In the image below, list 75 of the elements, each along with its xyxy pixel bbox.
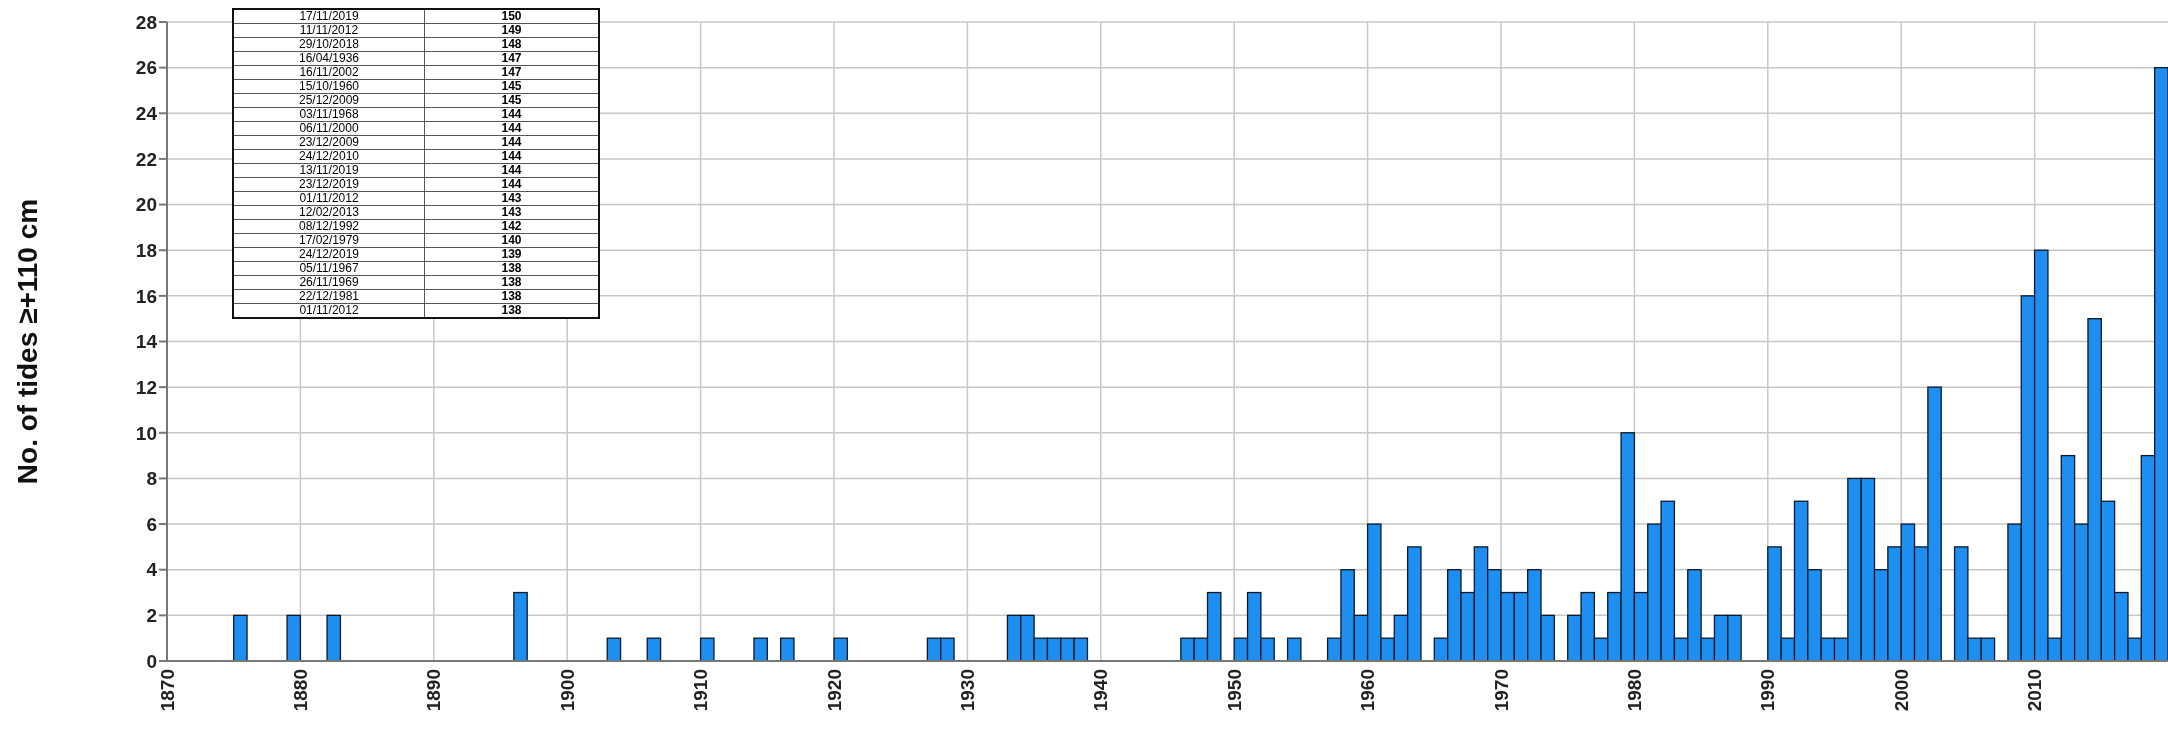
annotation: 16/04/1936	[233, 51, 425, 66]
annotation: 145	[424, 93, 599, 108]
annotation: 138	[424, 261, 599, 276]
annotation: 25/12/2009	[233, 93, 425, 108]
x-tick-label: 2000	[1890, 669, 1912, 712]
annotation: 139	[424, 247, 599, 262]
y-tick-label: 2	[146, 605, 157, 627]
y-tick-label: 16	[135, 285, 157, 307]
annotation: 138	[424, 289, 599, 304]
x-tick-label: 1980	[1623, 669, 1645, 712]
y-tick-label: 12	[135, 376, 157, 398]
y-tick-label: 8	[146, 468, 157, 490]
annotation: 03/11/1968	[233, 107, 425, 122]
annotation: 138	[424, 275, 599, 290]
x-tick-label: 1880	[289, 669, 311, 712]
annotation: 08/12/1992	[233, 219, 425, 234]
annotation: 29/10/2018	[233, 37, 425, 52]
x-tick-label: 1960	[1357, 669, 1379, 712]
x-tick-label: 1920	[823, 669, 845, 712]
annotation: 24/12/2019	[233, 247, 425, 262]
annotation: 11/11/2012	[233, 23, 425, 38]
annotation: 26/11/1969	[233, 275, 425, 290]
x-tick-label: 1890	[423, 669, 445, 712]
annotation: 144	[424, 163, 599, 178]
y-tick-label: 28	[135, 11, 157, 33]
x-tick-label: 1930	[956, 669, 978, 712]
y-tick-label: 4	[146, 559, 158, 581]
annotation: 142	[424, 219, 599, 234]
annotation: 144	[424, 107, 599, 122]
annotation: 144	[424, 135, 599, 150]
annotation: 01/11/2012	[233, 191, 425, 206]
annotation: 147	[424, 51, 599, 66]
annotation: 147	[424, 65, 599, 80]
annotation: 143	[424, 191, 599, 206]
annotation: 15/10/1960	[233, 79, 425, 94]
annotation: 22/12/1981	[233, 289, 425, 304]
annotation: 13/11/2019	[233, 163, 425, 178]
annotation: 06/11/2000	[233, 121, 425, 136]
annotation: 05/11/1967	[233, 261, 425, 276]
annotation: 144	[424, 177, 599, 192]
x-tick-label: 1990	[1757, 669, 1779, 712]
annotation: 144	[424, 149, 599, 164]
annotation: 17/11/2019	[233, 9, 425, 24]
y-tick-label: 0	[146, 650, 157, 672]
annotation: 143	[424, 205, 599, 220]
annotation: 149	[424, 23, 599, 38]
annotation: 23/12/2019	[233, 177, 425, 192]
annotation: 138	[424, 303, 599, 318]
x-tick-label: 1950	[1223, 669, 1245, 712]
y-tick-label: 18	[135, 239, 157, 261]
annotation: 144	[424, 121, 599, 136]
annotation: 23/12/2009	[233, 135, 425, 150]
annotation: 01/11/2012	[233, 303, 425, 318]
x-tick-label: 1910	[690, 669, 712, 712]
annotation: 145	[424, 79, 599, 94]
y-axis-title: No. of tides ≥+110 cm	[11, 198, 43, 485]
y-tick-label: 22	[135, 148, 157, 170]
y-tick-label: 24	[135, 103, 158, 125]
x-tick-label: 1900	[556, 669, 578, 712]
x-tick-label: 1940	[1090, 669, 1112, 712]
y-tick-label: 26	[135, 57, 157, 79]
x-tick-label: 1970	[1490, 669, 1512, 712]
y-tick-label: 20	[135, 194, 157, 216]
y-tick-label: 10	[135, 422, 157, 444]
x-tick-label: 1870	[156, 669, 178, 712]
annotation: 150	[424, 9, 599, 24]
x-tick-label: 2010	[2024, 669, 2046, 712]
annotation: 16/11/2002	[233, 65, 425, 80]
y-tick-label: 14	[135, 331, 158, 353]
y-tick-label: 6	[146, 513, 157, 535]
annotation: 24/12/2010	[233, 149, 425, 164]
annotation: 148	[424, 37, 599, 52]
annotation: 140	[424, 233, 599, 248]
annotation: 12/02/2013	[233, 205, 425, 220]
annotation: 17/02/1979	[233, 233, 425, 248]
